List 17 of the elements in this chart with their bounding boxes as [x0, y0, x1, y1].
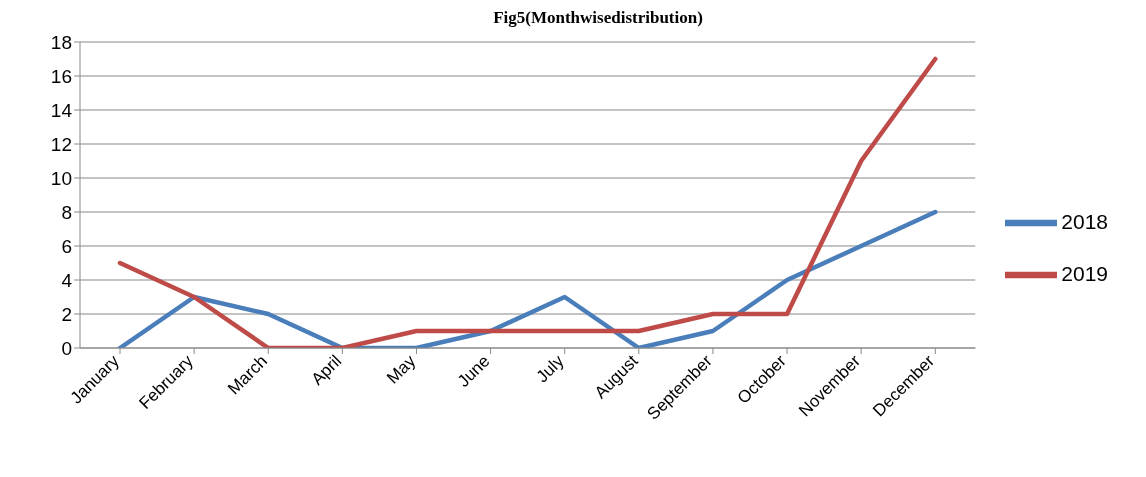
- legend-label: 2019: [1061, 261, 1108, 285]
- line-series: [117, 56, 938, 348]
- y-tick-label: 2: [61, 303, 72, 325]
- y-tick-label: 16: [50, 65, 72, 87]
- x-tick-label: July: [532, 351, 568, 387]
- y-tick-label: 12: [50, 133, 72, 155]
- y-tick-label: 8: [61, 201, 72, 223]
- y-tick-label: 0: [61, 337, 72, 359]
- y-tick-label: 4: [61, 269, 73, 291]
- line-series: [117, 209, 938, 348]
- y-tick-label: 14: [50, 99, 73, 121]
- x-tick-label: May: [383, 351, 420, 388]
- legend-label: 2018: [1061, 209, 1108, 233]
- y-tick-label: 18: [50, 31, 72, 53]
- chart-title: Fig5(Monthwisedistribution): [492, 8, 704, 29]
- y-tick-label: 10: [50, 167, 72, 189]
- y-tick-label: 6: [61, 235, 72, 257]
